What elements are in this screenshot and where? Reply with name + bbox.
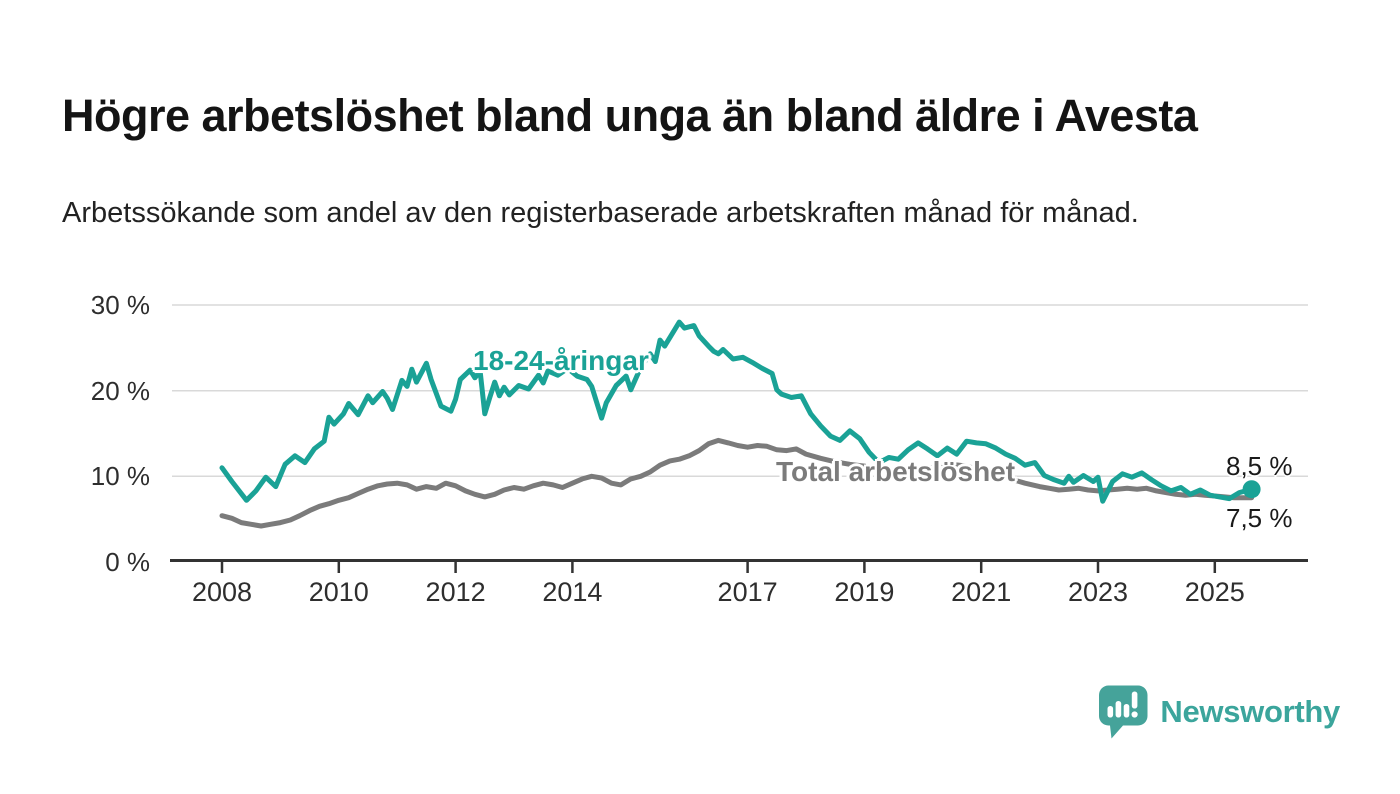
x-axis-tick-label: 2008 xyxy=(191,577,253,607)
end-marker-dot xyxy=(1242,480,1261,499)
brand-name: Newsworthy xyxy=(1160,694,1340,729)
series-label-total: Total arbetslöshet xyxy=(776,456,1016,487)
series-label-18-24: 18-24-åringar xyxy=(473,345,649,376)
page-title: Högre arbetslöshet bland unga än bland ä… xyxy=(62,90,1198,142)
series-line xyxy=(219,319,1255,504)
end-value-label-18-24: 8,5 % xyxy=(1226,451,1293,481)
y-axis-tick-label: 30 % xyxy=(90,289,150,320)
y-axis-tick-label: 0 % xyxy=(105,547,150,577)
x-axis-tick-label: 2019 xyxy=(834,577,895,607)
x-axis-tick-label: 2012 xyxy=(425,577,486,607)
newsworthy-brand: Newsworthy xyxy=(1097,684,1340,740)
page-subtitle: Arbetssökande som andel av den registerb… xyxy=(62,197,1139,229)
newsworthy-logo-icon xyxy=(1099,685,1148,739)
y-axis-tick-label: 10 % xyxy=(90,461,150,492)
x-axis-tick-label: 2021 xyxy=(951,577,1012,607)
y-axis-tick-label: 20 % xyxy=(90,375,150,406)
x-axis-tick-label: 2023 xyxy=(1067,577,1129,607)
x-axis-tick-label: 2010 xyxy=(308,577,369,607)
x-axis-tick-label: 2017 xyxy=(717,577,778,607)
x-axis-tick-label: 2014 xyxy=(542,577,603,607)
end-value-label-total: 7,5 % xyxy=(1226,503,1293,533)
x-axis-tick-label: 2025 xyxy=(1184,577,1245,607)
series-line xyxy=(219,437,1255,529)
